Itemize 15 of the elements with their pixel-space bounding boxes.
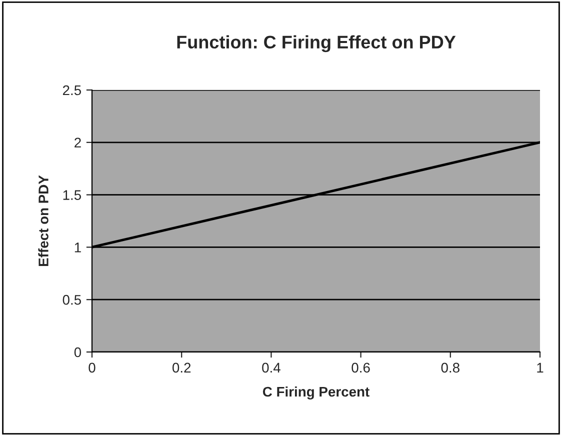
x-tick-label: 0.6	[352, 362, 370, 373]
y-tick-label: 0	[74, 347, 82, 358]
x-axis-title: C Firing Percent	[262, 386, 370, 400]
x-tick-label: 0	[88, 362, 96, 373]
y-tick-label: 2.5	[62, 85, 82, 96]
y-tick-label: 0.5	[62, 294, 82, 305]
y-tick-label: 1	[74, 242, 81, 252]
y-axis-title: Effect on PDY	[38, 175, 48, 266]
x-tick-label: 1	[537, 362, 544, 372]
x-tick-label: 0.2	[172, 362, 191, 373]
y-tick-label: 2	[74, 138, 81, 148]
chart-title: Function: C Firing Effect on PDY	[177, 35, 456, 52]
x-tick-label: 0.4	[262, 362, 280, 373]
y-tick-label: 1.5	[63, 190, 82, 200]
x-tick-label: 0.8	[441, 362, 460, 373]
